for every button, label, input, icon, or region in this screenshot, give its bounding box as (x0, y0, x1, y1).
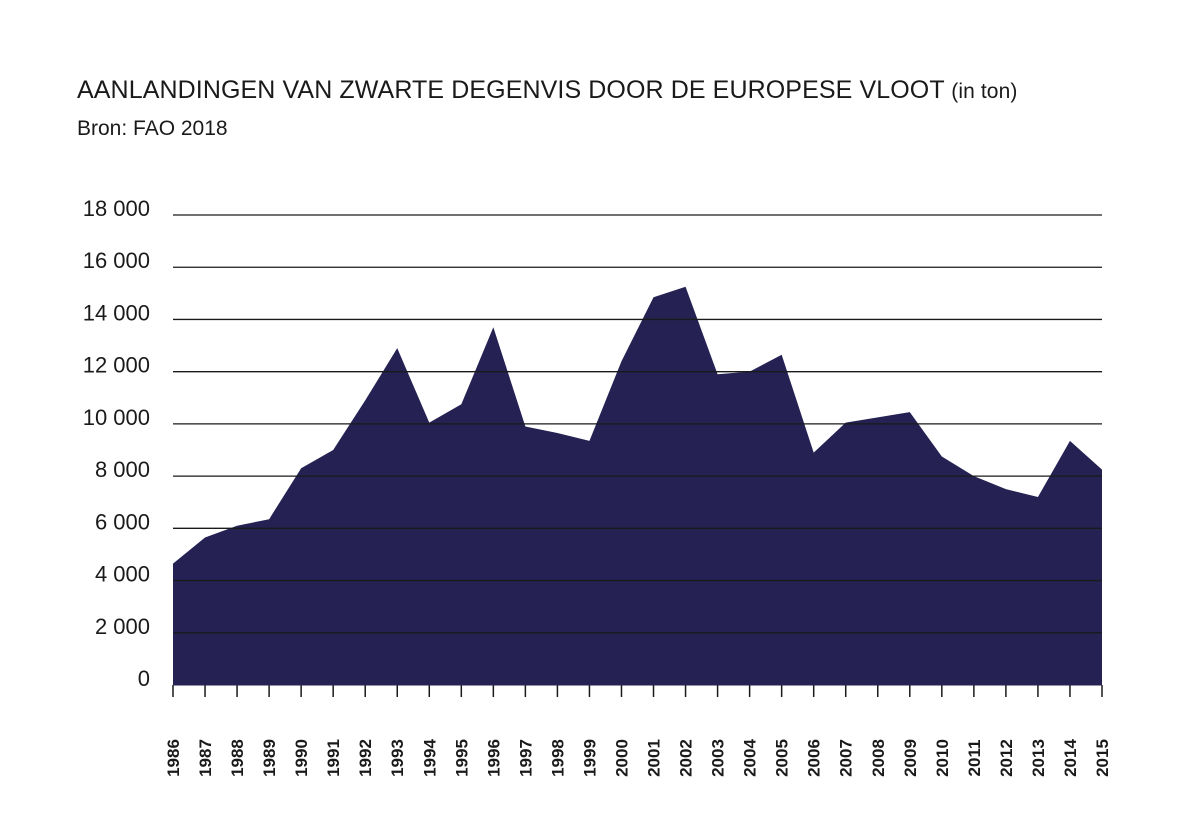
x-tick-label: 2008 (869, 739, 888, 777)
chart-title-unit: (in ton) (951, 80, 1018, 103)
x-tick-label: 1998 (548, 739, 567, 777)
chart-title: AANLANDINGEN VAN ZWARTE DEGENVIS DOOR DE… (77, 76, 1017, 105)
y-tick-label: 4 000 (95, 562, 150, 587)
y-tick-label: 10 000 (83, 405, 150, 430)
y-tick-label: 14 000 (83, 300, 150, 325)
x-tick-label: 2014 (1061, 739, 1080, 777)
y-tick-label: 16 000 (83, 248, 150, 273)
x-tick-label: 1990 (292, 739, 311, 777)
x-tick-label: 2006 (805, 739, 824, 777)
x-tick-label: 2003 (709, 739, 728, 777)
y-tick-label: 2 000 (95, 614, 150, 639)
x-tick-label: 2009 (901, 739, 920, 777)
x-tick-label: 1988 (228, 739, 247, 777)
axis-ticks: 0 2 000 4 000 6 000 8 000 10 000 12 000 14 000 1… (83, 196, 1112, 777)
x-tick-label: 1986 (164, 739, 183, 777)
x-tick-label: 1989 (260, 739, 279, 777)
x-tick-label: 2010 (933, 739, 952, 777)
x-tick-label: 2002 (677, 739, 696, 777)
x-tick-label: 2007 (837, 739, 856, 777)
y-tick-label: 6 000 (95, 509, 150, 534)
y-tick-label: 8 000 (95, 457, 150, 482)
chart-subtitle: Bron: FAO 2018 (77, 117, 228, 140)
x-tick-label: 2004 (741, 739, 760, 777)
x-tick-label: 2000 (612, 739, 631, 777)
x-tick-label: 1991 (324, 739, 343, 777)
x-tick-label: 2001 (645, 739, 664, 777)
x-tick-label: 2013 (1029, 739, 1048, 777)
x-tick-label: 2011 (965, 740, 984, 777)
chart-title-text: AANLANDINGEN VAN ZWARTE DEGENVIS DOOR DE… (77, 76, 945, 104)
x-tick-label: 1992 (356, 739, 375, 777)
x-tick-label: 1996 (484, 739, 503, 777)
x-tick-label: 1993 (388, 739, 407, 777)
x-tick-label: 2012 (997, 739, 1016, 777)
x-tick-label: 1997 (516, 739, 535, 777)
x-tick-label: 1987 (196, 739, 215, 777)
area-series (173, 286, 1102, 685)
x-tick-label: 1994 (420, 739, 439, 777)
x-tick-label: 1999 (580, 739, 599, 777)
series-group (173, 286, 1102, 685)
y-tick-label: 12 000 (83, 353, 150, 378)
x-tick-label: 2005 (773, 739, 792, 777)
x-tick-label: 2015 (1093, 739, 1112, 777)
x-tick-label: 1995 (452, 739, 471, 777)
y-tick-label: 0 (138, 666, 150, 691)
y-tick-label: 18 000 (83, 196, 150, 221)
